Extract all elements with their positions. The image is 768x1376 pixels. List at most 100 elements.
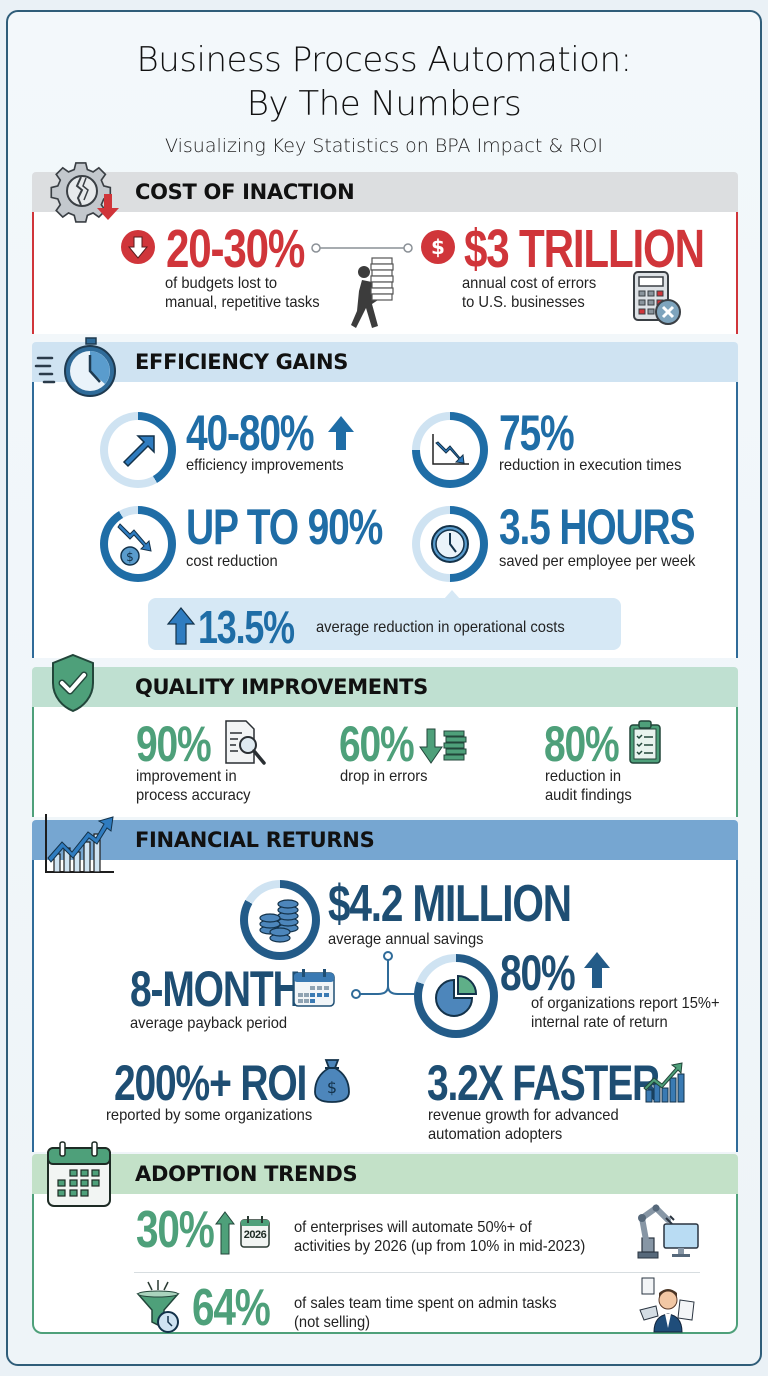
row-divider bbox=[134, 1272, 700, 1273]
stat-desc-line: automation adopters bbox=[428, 1126, 563, 1143]
up-arrow-icon bbox=[584, 952, 610, 988]
calendar-icon bbox=[240, 1216, 270, 1248]
stat-value-sales-time: 64% bbox=[192, 1279, 271, 1337]
stat-desc-faster: revenue growth for advanced automation a… bbox=[428, 1106, 619, 1144]
stat-desc-line: reduction in bbox=[545, 768, 622, 785]
page-title-line1: Business Process Automation: bbox=[136, 40, 632, 80]
stat-value-accuracy: 90% bbox=[136, 716, 212, 772]
stat-desc-audit: reduction in audit findings bbox=[545, 767, 632, 805]
stat-value-audit: 80% bbox=[544, 716, 620, 772]
section-adoption-trends: ADOPTION TRENDS 30% 2026 of enterprises … bbox=[32, 1141, 738, 1337]
section-band bbox=[32, 172, 738, 212]
section-cost-of-inaction: COST OF INACTION 20-30% of budgets lost … bbox=[32, 162, 738, 334]
stat-value-execution: 75% bbox=[499, 405, 575, 461]
progress-ring-inner bbox=[422, 962, 490, 1030]
stat-value-cost-reduction: UP TO 90% bbox=[186, 499, 383, 555]
progress-ring-inner bbox=[420, 420, 480, 480]
stat-desc-errors-drop: drop in errors bbox=[340, 768, 428, 785]
page-title-line2: By The Numbers bbox=[246, 84, 522, 124]
shield-check-icon bbox=[52, 653, 94, 713]
stat-value-hours: 3.5 HOURS bbox=[499, 499, 696, 555]
broken-gear-icon bbox=[50, 162, 119, 223]
coin-stack-icon bbox=[259, 899, 299, 943]
up-arrow-icon bbox=[215, 1211, 235, 1255]
stat-value-savings: $4.2 MILLION bbox=[328, 875, 572, 933]
stat-desc-roi: reported by some organizations bbox=[106, 1107, 313, 1124]
stat-desc-errors-cost: annual cost of errors to U.S. businesses bbox=[462, 274, 596, 312]
section-band bbox=[32, 667, 738, 707]
svg-text:$: $ bbox=[126, 550, 134, 564]
clock-icon bbox=[431, 525, 469, 563]
stat-desc-line: manual, repetitive tasks bbox=[165, 294, 320, 311]
calculator-error-icon bbox=[633, 271, 681, 325]
stat-desc-savings: average annual savings bbox=[328, 931, 484, 948]
section-efficiency-gains: EFFICIENCY GAINS 40-80% efficiency impro… bbox=[32, 337, 738, 658]
stat-desc-budgets: of budgets lost to manual, repetitive ta… bbox=[165, 274, 320, 312]
calendar-grid-icon bbox=[47, 1141, 111, 1207]
section-body bbox=[32, 707, 738, 817]
section-title: EFFICIENCY GAINS bbox=[135, 350, 349, 374]
stat-value-budgets: 20-30% bbox=[166, 219, 305, 279]
busy-salesperson-icon bbox=[639, 1277, 695, 1333]
section-quality-improvements: QUALITY IMPROVEMENTS 90% improvement in … bbox=[32, 653, 738, 817]
section-title: QUALITY IMPROVEMENTS bbox=[135, 675, 428, 699]
funnel-clock-icon bbox=[136, 1280, 180, 1333]
calendar-icon bbox=[293, 969, 335, 1007]
stat-desc-line: improvement in bbox=[136, 768, 237, 785]
stat-value-irr: 80% bbox=[500, 945, 576, 1001]
dollar-circle-icon: $ bbox=[421, 230, 455, 264]
progress-ring-inner bbox=[108, 514, 168, 574]
down-arrow-stack-icon bbox=[419, 728, 467, 764]
section-band bbox=[32, 1154, 738, 1194]
stat-value-faster: 3.2X FASTER bbox=[427, 1055, 660, 1111]
growth-chart-icon bbox=[45, 814, 114, 873]
up-arrow-icon bbox=[166, 607, 196, 645]
stopwatch-icon bbox=[34, 337, 116, 397]
stat-desc-accuracy: improvement in process accuracy bbox=[136, 767, 251, 805]
stat-desc-sales-time: of sales team time spent on admin tasks … bbox=[294, 1294, 557, 1332]
down-arrow-circle-icon bbox=[121, 230, 155, 264]
stat-value-errors-cost: $3 TRILLION bbox=[464, 219, 705, 279]
callout-pointer bbox=[444, 590, 460, 599]
stat-desc-payback: average payback period bbox=[130, 1015, 288, 1032]
stat-desc-irr: of organizations report 15%+ internal ra… bbox=[531, 994, 720, 1032]
section-title: COST OF INACTION bbox=[135, 180, 355, 204]
stat-desc-line: internal rate of return bbox=[531, 1014, 668, 1031]
stat-desc-line: annual cost of errors bbox=[462, 275, 597, 292]
stat-value-efficiency: 40-80% bbox=[186, 405, 315, 461]
cost-down-icon: $ bbox=[117, 523, 152, 566]
overworked-worker-icon bbox=[351, 257, 394, 328]
stat-desc-line: (not selling) bbox=[294, 1314, 371, 1331]
trend-up-arrow-icon bbox=[122, 435, 155, 468]
document-search-icon bbox=[225, 720, 266, 765]
stat-desc-line: to U.S. businesses bbox=[462, 294, 585, 311]
stat-desc-enterprises: of enterprises will automate 50%+ of act… bbox=[294, 1218, 585, 1256]
pie-chart-icon bbox=[435, 974, 478, 1017]
callout-value: 13.5% bbox=[198, 601, 295, 653]
section-body bbox=[32, 1194, 738, 1334]
stat-desc-hours: saved per employee per week bbox=[499, 553, 696, 570]
robot-arm-computer-icon bbox=[637, 1204, 699, 1259]
stat-desc-line: of sales team time spent on admin tasks bbox=[294, 1295, 557, 1312]
stat-desc-line: of enterprises will automate 50%+ of bbox=[294, 1219, 532, 1236]
up-arrow-icon bbox=[328, 416, 354, 450]
stat-desc-line: revenue growth for advanced bbox=[428, 1107, 619, 1124]
declining-chart-icon bbox=[432, 434, 469, 465]
money-bag-icon: $ bbox=[314, 1059, 350, 1103]
stat-value-roi: 200%+ ROI bbox=[114, 1055, 307, 1111]
callout-box bbox=[148, 598, 621, 650]
stat-desc-line: process accuracy bbox=[136, 787, 251, 804]
year-badge-text: 2026 bbox=[243, 1229, 267, 1241]
section-title: FINANCIAL RETURNS bbox=[135, 828, 375, 852]
section-band bbox=[32, 342, 738, 382]
svg-text:$: $ bbox=[431, 235, 445, 259]
connector-line bbox=[311, 243, 413, 253]
stat-desc-efficiency: efficiency improvements bbox=[186, 457, 344, 474]
page-subtitle: Visualizing Key Statistics on BPA Impact… bbox=[165, 135, 603, 157]
stat-desc-line: of budgets lost to bbox=[165, 275, 278, 292]
stat-value-errors-drop: 60% bbox=[339, 716, 415, 772]
callout-desc: average reduction in operational costs bbox=[316, 619, 565, 636]
section-financial-returns: FINANCIAL RETURNS $4.2 MILLION average a… bbox=[32, 814, 738, 1152]
clipboard-checklist-icon bbox=[629, 720, 661, 764]
stat-desc-line: of organizations report 15%+ bbox=[531, 995, 720, 1012]
